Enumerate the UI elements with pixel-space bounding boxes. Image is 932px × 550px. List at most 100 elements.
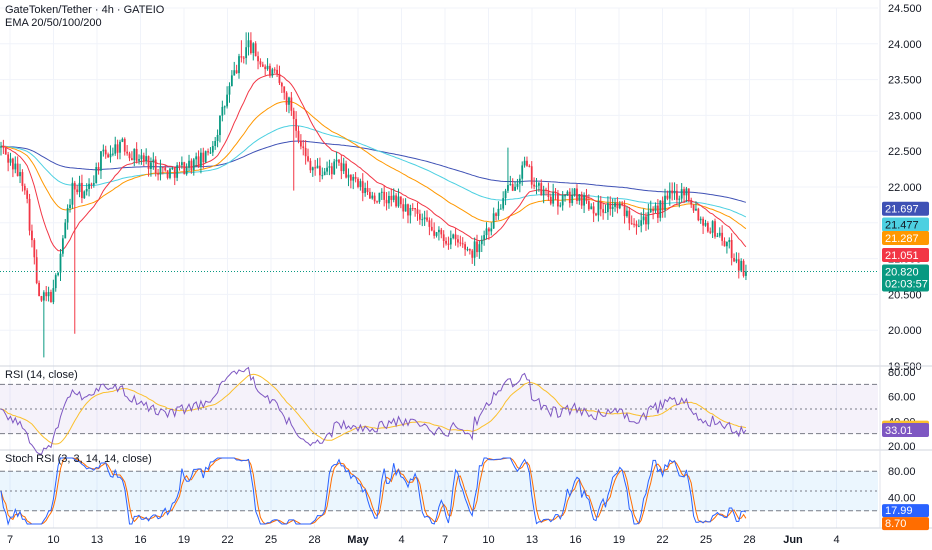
candle-body bbox=[319, 165, 321, 176]
time-tick-label: 25 bbox=[265, 534, 277, 546]
price-tick-label: 22.000 bbox=[888, 182, 922, 194]
candle-body bbox=[0, 146, 2, 148]
candle-body bbox=[659, 200, 662, 218]
candle-body bbox=[64, 222, 67, 239]
candle-body bbox=[114, 144, 117, 154]
candle-body bbox=[611, 206, 614, 210]
stoch-d-value: 8.70 bbox=[885, 518, 906, 530]
candle-body bbox=[616, 202, 619, 209]
candle-body bbox=[297, 130, 300, 141]
time-tick-label: 22 bbox=[221, 534, 233, 546]
candle-body bbox=[371, 195, 374, 199]
candle-body bbox=[73, 182, 76, 190]
candle-body bbox=[102, 149, 105, 152]
candle-body bbox=[111, 153, 114, 155]
candle-body bbox=[254, 43, 257, 57]
time-tick-label: 25 bbox=[700, 534, 712, 546]
candle-body bbox=[409, 208, 412, 216]
candle-body bbox=[269, 65, 271, 76]
candle-body bbox=[347, 174, 350, 178]
candle-body bbox=[518, 178, 521, 184]
candle-body bbox=[50, 291, 52, 303]
candle-body bbox=[478, 244, 481, 253]
ema100-line bbox=[0, 124, 747, 218]
candle-body bbox=[200, 152, 202, 167]
price-tick-label: 24.000 bbox=[888, 39, 922, 51]
candle-body bbox=[383, 191, 386, 200]
candle-body bbox=[664, 195, 666, 211]
candle-body bbox=[735, 259, 738, 262]
candle-body bbox=[221, 106, 224, 116]
stoch-tick-label: 80.00 bbox=[888, 466, 916, 478]
candle-body bbox=[726, 242, 728, 247]
time-tick-label: 16 bbox=[134, 534, 146, 546]
indicator-legend: EMA 20/50/100/200 bbox=[5, 17, 102, 29]
candle-body bbox=[390, 195, 393, 200]
candle-body bbox=[547, 190, 550, 197]
candle-body bbox=[592, 206, 595, 214]
candle-body bbox=[721, 232, 724, 241]
candle-body bbox=[264, 66, 267, 70]
time-tick-label: 28 bbox=[743, 534, 755, 546]
candle-body bbox=[526, 160, 528, 166]
candle-body bbox=[116, 144, 119, 153]
candle-body bbox=[540, 183, 543, 196]
time-tick-label: Jun bbox=[783, 534, 803, 546]
candle-body bbox=[499, 208, 502, 210]
candle-body bbox=[233, 70, 236, 76]
candle-body bbox=[35, 257, 38, 284]
countdown-label: 02:03:57 bbox=[885, 278, 928, 290]
candle-body bbox=[585, 195, 588, 202]
candle-body bbox=[238, 56, 240, 74]
candle-body bbox=[178, 165, 181, 167]
candle-body bbox=[683, 189, 685, 196]
candle-body bbox=[97, 167, 100, 171]
candle-body bbox=[252, 43, 255, 54]
candle-body bbox=[414, 208, 417, 210]
candle-body bbox=[12, 158, 14, 170]
price-tick-label: 20.500 bbox=[888, 289, 922, 301]
candle-body bbox=[497, 208, 500, 216]
candle-body bbox=[514, 186, 516, 191]
time-tick-label: May bbox=[347, 534, 369, 546]
candle-body bbox=[397, 196, 400, 207]
candle-body bbox=[378, 192, 381, 202]
ema-value-tag bbox=[882, 231, 929, 246]
candle-body bbox=[169, 168, 171, 178]
candle-body bbox=[649, 208, 652, 213]
candle-body bbox=[690, 199, 693, 205]
candle-body bbox=[428, 220, 431, 227]
candle-body bbox=[411, 208, 414, 210]
candle-body bbox=[695, 208, 697, 211]
candle-body bbox=[197, 156, 200, 167]
candle-body bbox=[676, 190, 678, 200]
candle-body bbox=[642, 216, 645, 221]
candle-body bbox=[730, 240, 733, 258]
candle-body bbox=[250, 40, 252, 54]
candle-body bbox=[380, 191, 383, 193]
rsi-pane-title: RSI (14, close) bbox=[5, 369, 78, 381]
rsi-tick-label: 80.00 bbox=[888, 367, 916, 379]
ema-value-label: 21.051 bbox=[885, 250, 919, 262]
candle-body bbox=[147, 156, 150, 169]
candle-body bbox=[71, 182, 74, 205]
candle-body bbox=[59, 253, 62, 273]
candle-body bbox=[671, 190, 674, 194]
candle-body bbox=[523, 160, 526, 166]
candle-body bbox=[454, 234, 457, 240]
candle-body bbox=[566, 191, 569, 196]
candle-body bbox=[61, 238, 64, 254]
candle-body bbox=[188, 160, 190, 168]
candle-body bbox=[654, 205, 657, 212]
time-tick-label: 7 bbox=[7, 534, 13, 546]
candle-body bbox=[138, 159, 140, 161]
candle-body bbox=[33, 240, 36, 258]
candle-body bbox=[292, 110, 295, 120]
candle-body bbox=[728, 240, 731, 243]
candle-body bbox=[661, 200, 664, 211]
candle-body bbox=[185, 167, 188, 175]
candle-body bbox=[561, 195, 564, 206]
candle-body bbox=[352, 176, 355, 181]
candle-body bbox=[685, 188, 688, 196]
